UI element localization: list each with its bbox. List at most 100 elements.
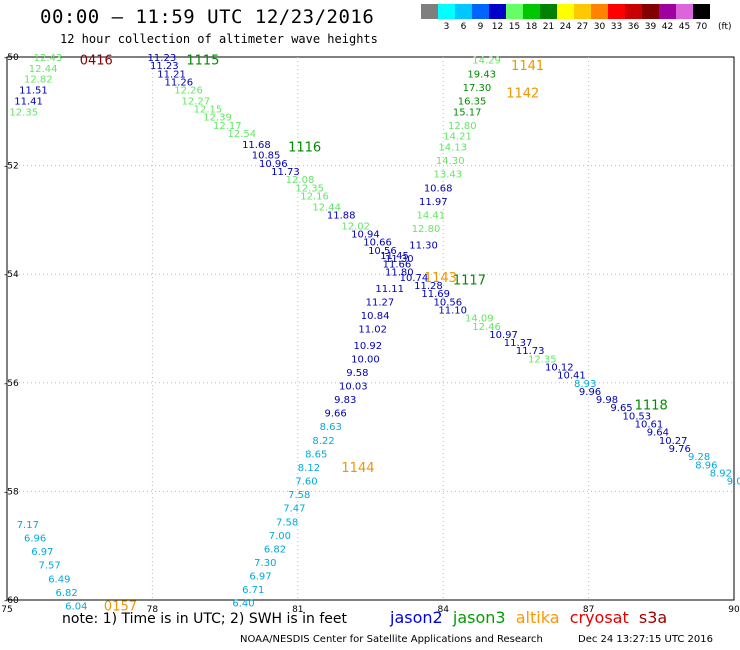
pass-time-label: 1142 (506, 86, 539, 101)
wave-height-value: 11.41 (14, 96, 43, 107)
wave-height-value: 12.26 (174, 86, 203, 97)
wave-height-value: 11.23 (150, 61, 179, 72)
pass-time-label: 1143 (424, 271, 457, 286)
wave-height-value: 12.54 (228, 129, 257, 140)
wave-height-value: 11.27 (366, 297, 395, 308)
wave-height-value: 10.92 (354, 341, 383, 352)
footer-timestamp: Dec 24 13:27:15 UTC 2016 (578, 634, 713, 645)
lat-tick-label: -56 (4, 379, 19, 389)
color-scale-label: 42 (661, 22, 674, 32)
wave-height-value: 10.00 (351, 354, 380, 365)
lon-tick-label: 87 (583, 605, 594, 615)
pass-time-label: 0157 (104, 599, 137, 614)
wave-height-value: 9.76 (669, 444, 691, 455)
wave-height-value: 10.68 (424, 183, 453, 194)
wave-height-value: 11.30 (409, 240, 438, 251)
wave-height-value: 14.29 (472, 56, 501, 67)
wave-height-value: 9.28 (688, 452, 710, 463)
wave-height-value: 12.43 (34, 53, 63, 64)
pass-time-label: 1115 (186, 54, 219, 69)
wave-height-value: 11.28 (414, 281, 443, 292)
satellite-legend-item: altika (515, 608, 570, 627)
wave-height-value: 10.41 (557, 371, 586, 382)
wave-height-value: 10.97 (489, 330, 518, 341)
wave-height-value: 10.85 (252, 151, 281, 162)
wave-height-value: 6.49 (48, 574, 70, 585)
color-scale-unit: (ft) (718, 22, 732, 32)
color-scale-label: 36 (627, 22, 640, 32)
color-scale-label: 70 (695, 22, 708, 32)
lat-tick-label: -58 (4, 487, 19, 497)
color-scale-label: 3 (443, 22, 450, 32)
color-scale-swatch (659, 4, 676, 19)
wave-height-value: 10.56 (434, 297, 463, 308)
wave-height-value: 16.35 (458, 96, 487, 107)
lat-tick-label: -52 (4, 162, 19, 172)
footer-credit: NOAA/NESDIS Center for Satellite Applica… (240, 634, 543, 645)
wave-height-value: 7.57 (39, 561, 61, 572)
wave-height-value: 12.16 (300, 191, 329, 202)
wave-height-value: 11.11 (375, 284, 404, 295)
color-scale-label: 15 (508, 22, 521, 32)
wave-height-value: 10.96 (259, 159, 288, 170)
color-scale-label: 6 (460, 22, 467, 32)
color-scale-swatch (523, 4, 540, 19)
wave-height-value: 12.39 (203, 113, 232, 124)
wave-height-value: 10.27 (659, 436, 688, 447)
wave-height-value: 11.30 (385, 254, 414, 265)
wave-height-value: 9.58 (346, 368, 368, 379)
wave-height-value: 10.66 (363, 238, 392, 249)
lat-tick-label: -50 (4, 53, 19, 63)
wave-height-value: 10.12 (545, 363, 574, 374)
wave-height-value: 8.12 (298, 463, 320, 474)
map-axis-ticks: 75 78 81 84 87 90 -50 -52 -54 -56 -58 -60 (1, 53, 740, 615)
wave-height-value: 14.41 (417, 210, 446, 221)
satellite-legend-item: cryosat (569, 608, 639, 627)
satellite-legend-item: jason3 (452, 608, 516, 627)
color-scale-swatch (625, 4, 642, 19)
wave-height-value: 9.98 (596, 395, 618, 406)
wave-height-value: 10.53 (623, 411, 652, 422)
color-scale-swatch (557, 4, 574, 19)
wave-height-value: 8.96 (695, 460, 717, 471)
wave-height-value: 11.26 (165, 77, 194, 88)
color-scale-label: 12 (491, 22, 504, 32)
lon-tick-label: 81 (292, 605, 303, 615)
wave-height-value: 6.40 (232, 599, 254, 610)
color-scale-swatch (472, 4, 489, 19)
wave-height-value: 13.43 (434, 170, 463, 181)
wave-height-value: 12.80 (412, 224, 441, 235)
wave-height-value: 8.22 (312, 436, 334, 447)
lon-tick-label: 75 (1, 605, 12, 615)
wave-height-value: 8.63 (320, 422, 342, 433)
wave-height-value: 6.97 (249, 572, 271, 583)
wave-height-value: 9.65 (610, 403, 632, 414)
color-scale-label: 9 (477, 22, 484, 32)
wave-height-value: 11.68 (242, 140, 271, 151)
wave-height-value: 10.74 (400, 273, 429, 284)
wave-height-value: 12.80 (448, 121, 477, 132)
wave-height-value: 7.58 (288, 490, 310, 501)
wave-height-value: 6.97 (31, 547, 53, 558)
map-frame (6, 56, 735, 601)
color-scale-label: 21 (542, 22, 555, 32)
color-scale-swatch (421, 4, 438, 19)
color-scale-swatch (676, 4, 693, 19)
wave-height-value: 11.80 (385, 267, 414, 278)
wave-height-value: 11.73 (516, 346, 545, 357)
pass-time-label: 1144 (341, 461, 374, 476)
wave-height-value: 10.03 (339, 382, 368, 393)
wave-height-value: 14.21 (443, 132, 472, 143)
wave-height-value: 12.44 (29, 64, 58, 75)
wave-height-value: 12.15 (194, 105, 223, 116)
wave-height-value: 7.30 (254, 558, 276, 569)
wave-height-value: 11.66 (383, 259, 412, 270)
color-scale-swatch (455, 4, 472, 19)
measurement-labels: 12.4312.4412.8211.5111.4112.3511.2311.23… (9, 53, 740, 612)
wave-height-value: 8.65 (305, 449, 327, 460)
wave-height-value: 12.17 (213, 121, 242, 132)
color-scale-swatch (506, 4, 523, 19)
wave-height-value: 12.82 (24, 75, 53, 86)
wave-height-value: 14.13 (438, 143, 467, 154)
